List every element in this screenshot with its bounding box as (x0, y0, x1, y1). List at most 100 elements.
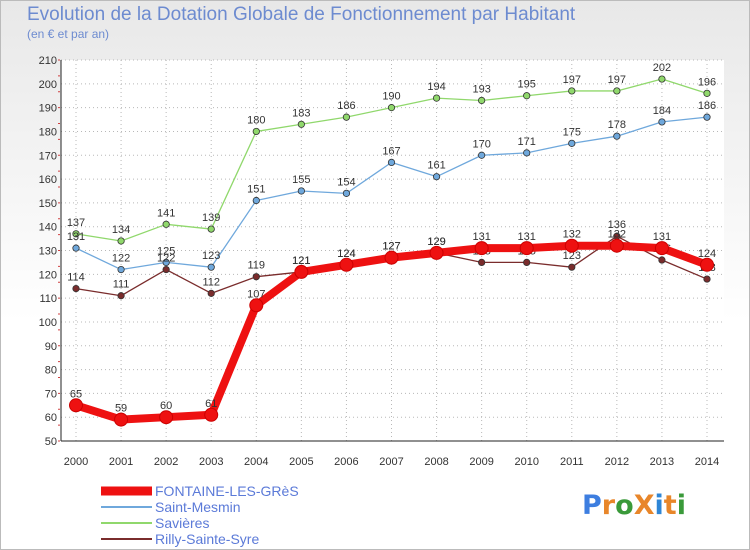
data-point (252, 273, 260, 281)
data-label: 167 (382, 145, 400, 157)
data-point (162, 220, 170, 228)
data-label: 202 (653, 62, 671, 74)
data-label: 186 (337, 100, 355, 112)
data-point (294, 264, 309, 279)
data-label: 131 (653, 231, 671, 243)
y-tick-label: 190 (39, 103, 57, 115)
logo-letter: X (633, 490, 655, 521)
data-point (342, 189, 351, 197)
data-point (703, 113, 711, 121)
data-label: 137 (67, 217, 85, 229)
data-label: 171 (518, 136, 536, 148)
data-label: 178 (608, 119, 626, 131)
y-tick-label: 110 (39, 293, 57, 305)
data-label: 161 (427, 160, 445, 172)
data-label: 59 (115, 403, 127, 415)
data-label: 180 (247, 114, 265, 126)
logo-letter: o (615, 490, 634, 521)
data-label: 121 (292, 255, 310, 267)
x-tick-label: 2007 (379, 456, 403, 468)
x-tick-label: 2005 (289, 456, 313, 468)
y-tick-label: 170 (39, 150, 57, 162)
data-label: 114 (67, 272, 85, 284)
legend-label: Rilly-Sainte-Syre (155, 531, 259, 547)
x-tick-label: 2006 (334, 456, 358, 468)
y-tick-label: 70 (45, 388, 57, 400)
data-point (69, 398, 83, 413)
x-tick-label: 2012 (605, 456, 629, 468)
data-point (252, 127, 260, 136)
x-tick-label: 2008 (424, 456, 448, 468)
data-label: 134 (112, 224, 130, 236)
data-label: 194 (427, 81, 445, 93)
data-label: 60 (160, 400, 172, 412)
y-tick-label: 100 (39, 317, 57, 329)
legend-label: Saint-Mesmin (155, 499, 241, 515)
data-label: 127 (382, 241, 400, 253)
x-tick-label: 2003 (199, 456, 223, 468)
data-point (342, 113, 351, 121)
data-point (252, 196, 260, 205)
y-tick-label: 60 (45, 412, 57, 424)
data-label: 131 (67, 231, 85, 243)
legend-label: FONTAINE-LES-GRèS (155, 483, 299, 499)
data-point (613, 132, 621, 140)
data-point (72, 230, 80, 238)
x-tick-label: 2001 (109, 456, 133, 468)
data-label: 155 (292, 174, 310, 186)
data-point (523, 92, 531, 100)
data-label: 121 (292, 255, 310, 267)
data-label: 129 (427, 236, 445, 248)
data-point (478, 258, 486, 267)
data-point (207, 263, 215, 271)
data-label: 136 (608, 219, 626, 231)
data-point (478, 96, 486, 105)
chart-title: Evolution de la Dotation Globale de Fonc… (27, 4, 576, 25)
y-tick-label: 180 (39, 126, 57, 138)
x-tick-label: 2004 (244, 456, 268, 468)
data-label: 197 (563, 74, 581, 86)
y-tick-label: 80 (45, 365, 57, 377)
data-point (658, 75, 666, 83)
x-tick-label: 2009 (469, 456, 493, 468)
y-tick-label: 120 (39, 269, 57, 281)
data-point (568, 139, 576, 147)
data-point (297, 187, 305, 195)
data-point (703, 89, 711, 97)
data-label: 186 (698, 100, 716, 112)
data-label: 123 (563, 250, 581, 262)
data-label: 132 (608, 229, 626, 241)
legend-label: Savières (155, 515, 209, 531)
data-label: 122 (112, 253, 130, 265)
y-tick-label: 140 (39, 222, 57, 234)
data-label: 122 (157, 253, 175, 265)
data-label: 139 (202, 212, 220, 224)
data-point (339, 257, 354, 272)
data-label: 151 (247, 183, 265, 195)
y-tick-label: 150 (39, 198, 57, 210)
data-point (564, 238, 579, 253)
data-label: 124 (337, 248, 355, 260)
data-label: 111 (113, 279, 130, 291)
data-point (159, 410, 174, 425)
data-point (658, 256, 666, 264)
data-point (297, 120, 305, 128)
data-point (613, 87, 621, 95)
data-point (432, 173, 441, 181)
data-point (207, 225, 215, 233)
data-point (249, 298, 264, 313)
logo-letter: r (601, 490, 616, 521)
data-point (432, 94, 441, 102)
data-point (387, 104, 396, 112)
y-tick-label: 50 (45, 436, 57, 448)
chart-subtitle: (en € et par an) (27, 27, 110, 41)
data-label: 154 (337, 176, 355, 188)
x-tick-label: 2000 (64, 456, 88, 468)
data-point (568, 87, 576, 95)
data-point (162, 265, 170, 274)
y-tick-label: 130 (39, 246, 57, 258)
data-label: 61 (205, 398, 217, 410)
data-point (72, 244, 80, 252)
data-point (429, 245, 444, 260)
